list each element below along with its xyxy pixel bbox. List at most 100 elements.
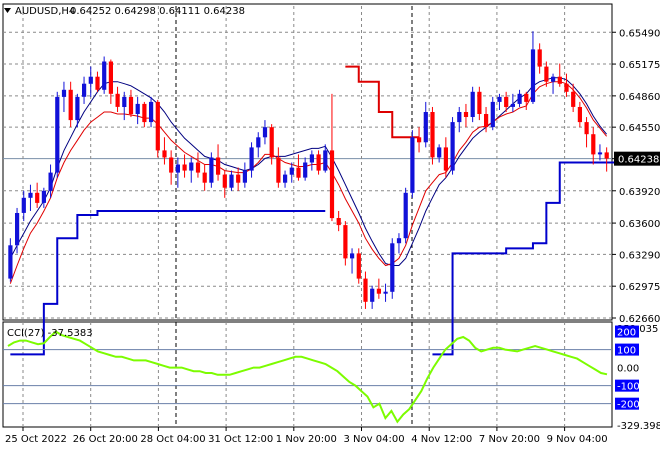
- candle-body: [470, 91, 475, 117]
- candle-body: [457, 112, 462, 123]
- chart-header: AUDUSD,H4 0.64252 0.64298 0.64111 0.6423…: [4, 6, 245, 339]
- candle-body: [135, 103, 140, 114]
- candle-body: [48, 172, 53, 191]
- candle-body: [557, 76, 562, 84]
- cci-axis-label: -200: [617, 400, 640, 411]
- candle-body: [262, 127, 268, 138]
- candle-body: [316, 154, 321, 171]
- candle-body: [102, 61, 107, 90]
- candle-body: [443, 147, 448, 171]
- candle-body: [530, 49, 536, 102]
- candle-body: [189, 162, 194, 171]
- x-tick-label: 25 Oct 2022: [5, 434, 67, 445]
- candle-body: [477, 91, 482, 114]
- ohlc-label: 0.64252 0.64298 0.64111 0.64238: [70, 6, 245, 17]
- candle-body: [343, 225, 348, 259]
- price-tick-label: 0.62660: [619, 314, 660, 325]
- candle-body: [61, 89, 67, 97]
- x-tick-label: 31 Oct 12:00: [208, 434, 273, 445]
- candle-body: [28, 192, 33, 198]
- candle-body: [564, 83, 569, 92]
- candle-body: [149, 101, 154, 123]
- candle-body: [363, 278, 368, 302]
- candle-body: [21, 197, 26, 213]
- candle-body: [256, 137, 261, 148]
- price-tick-label: 0.63920: [619, 187, 660, 198]
- candle-body: [463, 112, 469, 117]
- candle-body: [115, 93, 120, 107]
- candle-body: [571, 91, 576, 107]
- candle-body: [15, 213, 20, 246]
- candle-body: [289, 167, 294, 175]
- resistance-stop-line: [345, 65, 420, 139]
- candle-body: [484, 114, 489, 128]
- candle-body: [182, 164, 187, 171]
- x-tick-label: 3 Nov 04:00: [344, 434, 405, 445]
- grid: [2, 3, 613, 428]
- candle-body: [88, 76, 93, 84]
- candle-body: [276, 157, 281, 183]
- candle-body: [591, 134, 596, 155]
- candle-body: [162, 150, 167, 158]
- candle-body: [544, 66, 549, 82]
- cci-level-box: [615, 343, 639, 356]
- candle-body: [236, 174, 241, 183]
- candle-body: [175, 164, 180, 173]
- candle-body: [383, 291, 388, 294]
- x-tick-label: 4 Nov 12:00: [411, 434, 472, 445]
- candle-body: [269, 127, 274, 158]
- cci-axis-label: 100: [617, 346, 636, 357]
- candle-body: [128, 96, 134, 115]
- candle-body: [122, 96, 127, 107]
- candle-body: [82, 83, 87, 97]
- x-tick-label: 28 Oct 04:00: [140, 434, 205, 445]
- current-price-box: [614, 151, 660, 166]
- candle-body: [376, 288, 381, 294]
- candle-body: [229, 174, 234, 188]
- candle-body: [597, 152, 603, 155]
- candle-body: [242, 170, 247, 183]
- candle-body: [403, 192, 408, 239]
- candle-body: [584, 122, 589, 135]
- candle-body: [155, 101, 160, 151]
- cci-panel-frame: [2, 321, 613, 428]
- candle-body: [202, 172, 207, 183]
- candle-body: [222, 174, 227, 188]
- candle-body: [551, 76, 556, 82]
- price-panel-frame: [2, 3, 613, 321]
- candle-body: [195, 162, 201, 173]
- candle-body: [8, 245, 13, 279]
- candle-body: [510, 103, 515, 107]
- candle-body: [450, 122, 455, 171]
- x-tick-label: 26 Oct 20:00: [73, 434, 138, 445]
- current-price-label: 0.64238: [618, 155, 659, 166]
- candle-body: [417, 137, 422, 143]
- candle-body: [370, 288, 375, 302]
- candle-body: [497, 96, 502, 102]
- cci-level-box: [615, 397, 639, 410]
- price-tick-label: 0.62975: [619, 282, 660, 293]
- axes: 0.65490 0.65175 0.64860 0.64550 0.63920 0.636…: [5, 28, 660, 445]
- candle-body: [410, 137, 415, 193]
- support-stop-line: [10, 209, 326, 356]
- collapse-triangle-icon[interactable]: [4, 8, 11, 13]
- candle-body: [604, 152, 609, 159]
- candle-body: [108, 61, 113, 94]
- candle-body: [336, 218, 341, 226]
- candle-body: [75, 96, 80, 121]
- candle-body: [490, 101, 495, 128]
- candle-body: [524, 93, 529, 102]
- candle-body: [504, 96, 509, 107]
- candle-body: [35, 192, 40, 203]
- candle-body: [68, 89, 73, 121]
- candle-body: [209, 157, 214, 183]
- cci-line: [7, 330, 608, 424]
- ma-fast-line: [9, 81, 607, 284]
- candle-body: [423, 112, 428, 143]
- x-tick-label: 9 Nov 04:00: [547, 434, 608, 445]
- candle-body: [396, 238, 402, 244]
- candle-body: [296, 167, 301, 178]
- support-stop-line-2: [432, 161, 621, 356]
- ma-slow-line: [9, 77, 607, 266]
